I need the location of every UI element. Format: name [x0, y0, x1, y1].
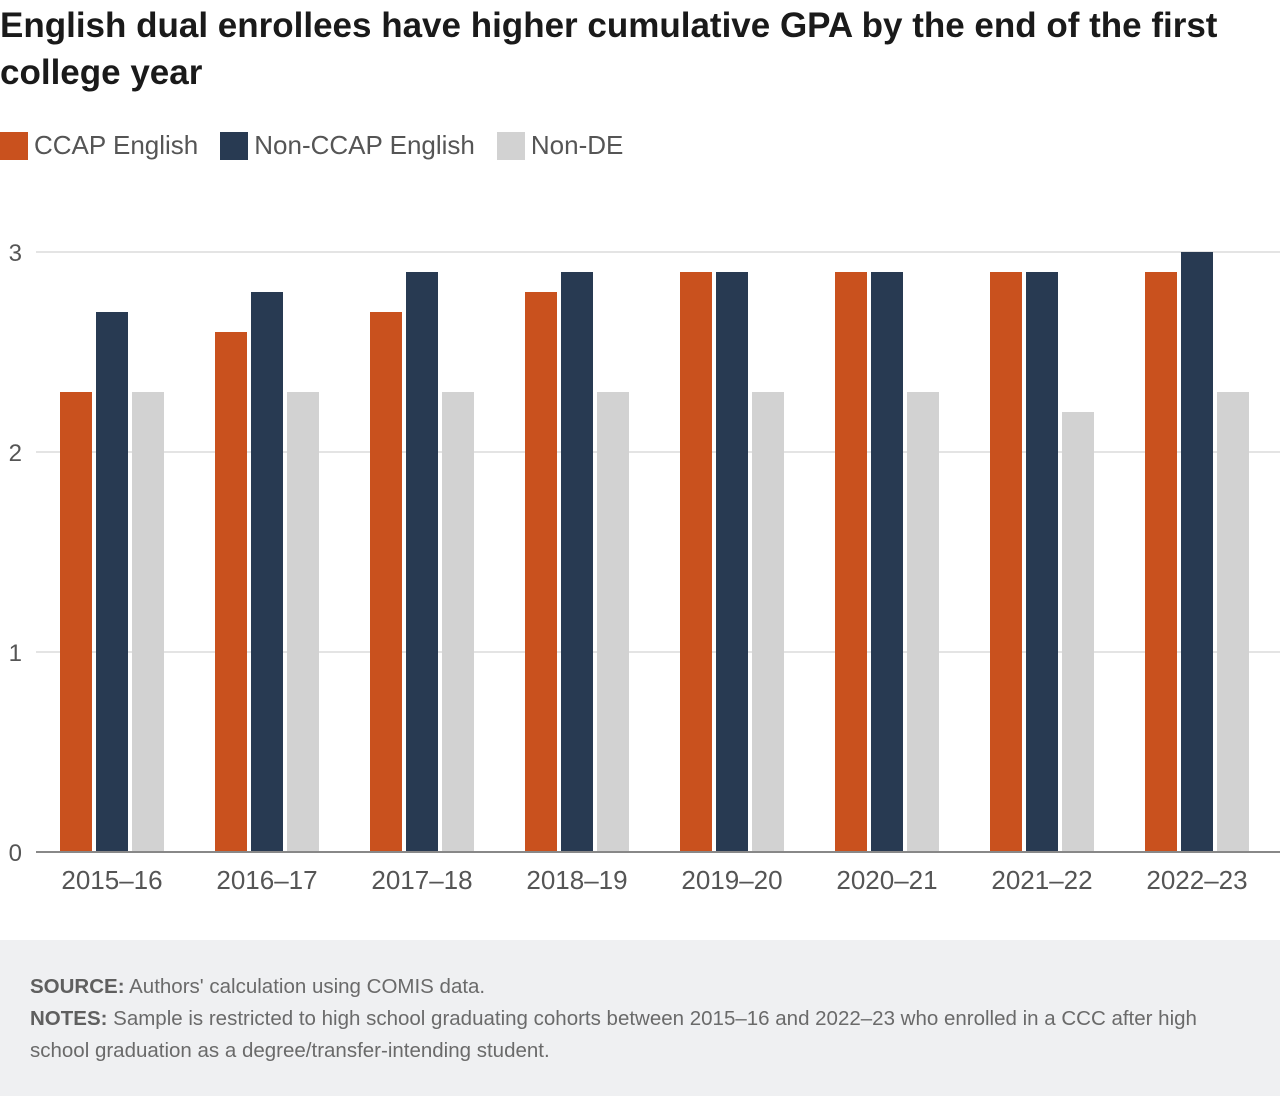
bar-non-de [1217, 392, 1249, 852]
source-label: SOURCE: [30, 975, 125, 998]
bar-non-de [907, 392, 939, 852]
footer: SOURCE: Authors' calculation using COMIS… [0, 940, 1280, 1096]
bar-non-ccap-english [406, 272, 438, 852]
legend: CCAP English Non-CCAP English Non-DE [0, 130, 645, 161]
x-tick-label: 2015–16 [61, 865, 162, 895]
x-tick-label: 2020–21 [836, 865, 937, 895]
y-tick-label: 3 [9, 240, 22, 267]
notes-line: NOTES: Sample is restricted to high scho… [30, 1003, 1250, 1067]
bar-non-de [442, 392, 474, 852]
x-tick-label: 2021–22 [991, 865, 1092, 895]
bar-non-de [752, 392, 784, 852]
source-line: SOURCE: Authors' calculation using COMIS… [30, 971, 1250, 1003]
bar-non-ccap-english [716, 272, 748, 852]
footer-text: SOURCE: Authors' calculation using COMIS… [30, 971, 1250, 1067]
bar-ccap-english [990, 272, 1022, 852]
source-text: Authors' calculation using COMIS data. [129, 975, 486, 998]
bar-non-ccap-english [1181, 252, 1213, 852]
legend-label-ccap-english: CCAP English [34, 130, 199, 160]
bar-non-ccap-english [871, 272, 903, 852]
bar-non-ccap-english [561, 272, 593, 852]
bar-ccap-english [1145, 272, 1177, 852]
bar-ccap-english [680, 272, 712, 852]
notes-label: NOTES: [30, 1007, 108, 1030]
legend-swatch-non-ccap-english [220, 131, 249, 160]
legend-item-ccap-english: CCAP English [0, 130, 198, 161]
bar-non-de [597, 392, 629, 852]
bar-ccap-english [60, 392, 92, 852]
bar-ccap-english [525, 292, 557, 852]
legend-item-non-de: Non-DE [496, 130, 624, 161]
bar-ccap-english [370, 312, 402, 852]
legend-swatch-ccap-english [0, 131, 28, 160]
x-tick-label: 2017–18 [371, 865, 472, 895]
chart-title: English dual enrollees have higher cumul… [0, 6, 1218, 92]
y-tick-label: 0 [9, 840, 22, 867]
legend-label-non-de: Non-DE [530, 130, 624, 160]
y-tick-label: 1 [9, 640, 22, 667]
bar-non-ccap-english [96, 312, 128, 852]
legend-label-non-ccap-english: Non-CCAP English [254, 130, 475, 160]
legend-swatch-non-de [496, 131, 525, 160]
bar-non-de [287, 392, 319, 852]
bar-non-ccap-english [1026, 272, 1058, 852]
bar-non-ccap-english [251, 292, 283, 852]
legend-item-non-ccap-english: Non-CCAP English [220, 130, 475, 161]
y-tick-label: 2 [9, 440, 22, 467]
notes-text: Sample is restricted to high school grad… [30, 1007, 1197, 1062]
bar-non-de [1062, 412, 1094, 852]
bar-ccap-english [835, 272, 867, 852]
x-tick-label: 2016–17 [216, 865, 317, 895]
x-tick-label: 2018–19 [526, 865, 627, 895]
bar-chart: 0 1 2 3 2015–16 2016–17 2017–18 2018–19 2019–20 2… [9, 240, 1280, 895]
bar-non-de [132, 392, 164, 852]
bar-ccap-english [215, 332, 247, 852]
x-tick-label: 2022–23 [1146, 865, 1247, 895]
x-tick-label: 2019–20 [681, 865, 782, 895]
